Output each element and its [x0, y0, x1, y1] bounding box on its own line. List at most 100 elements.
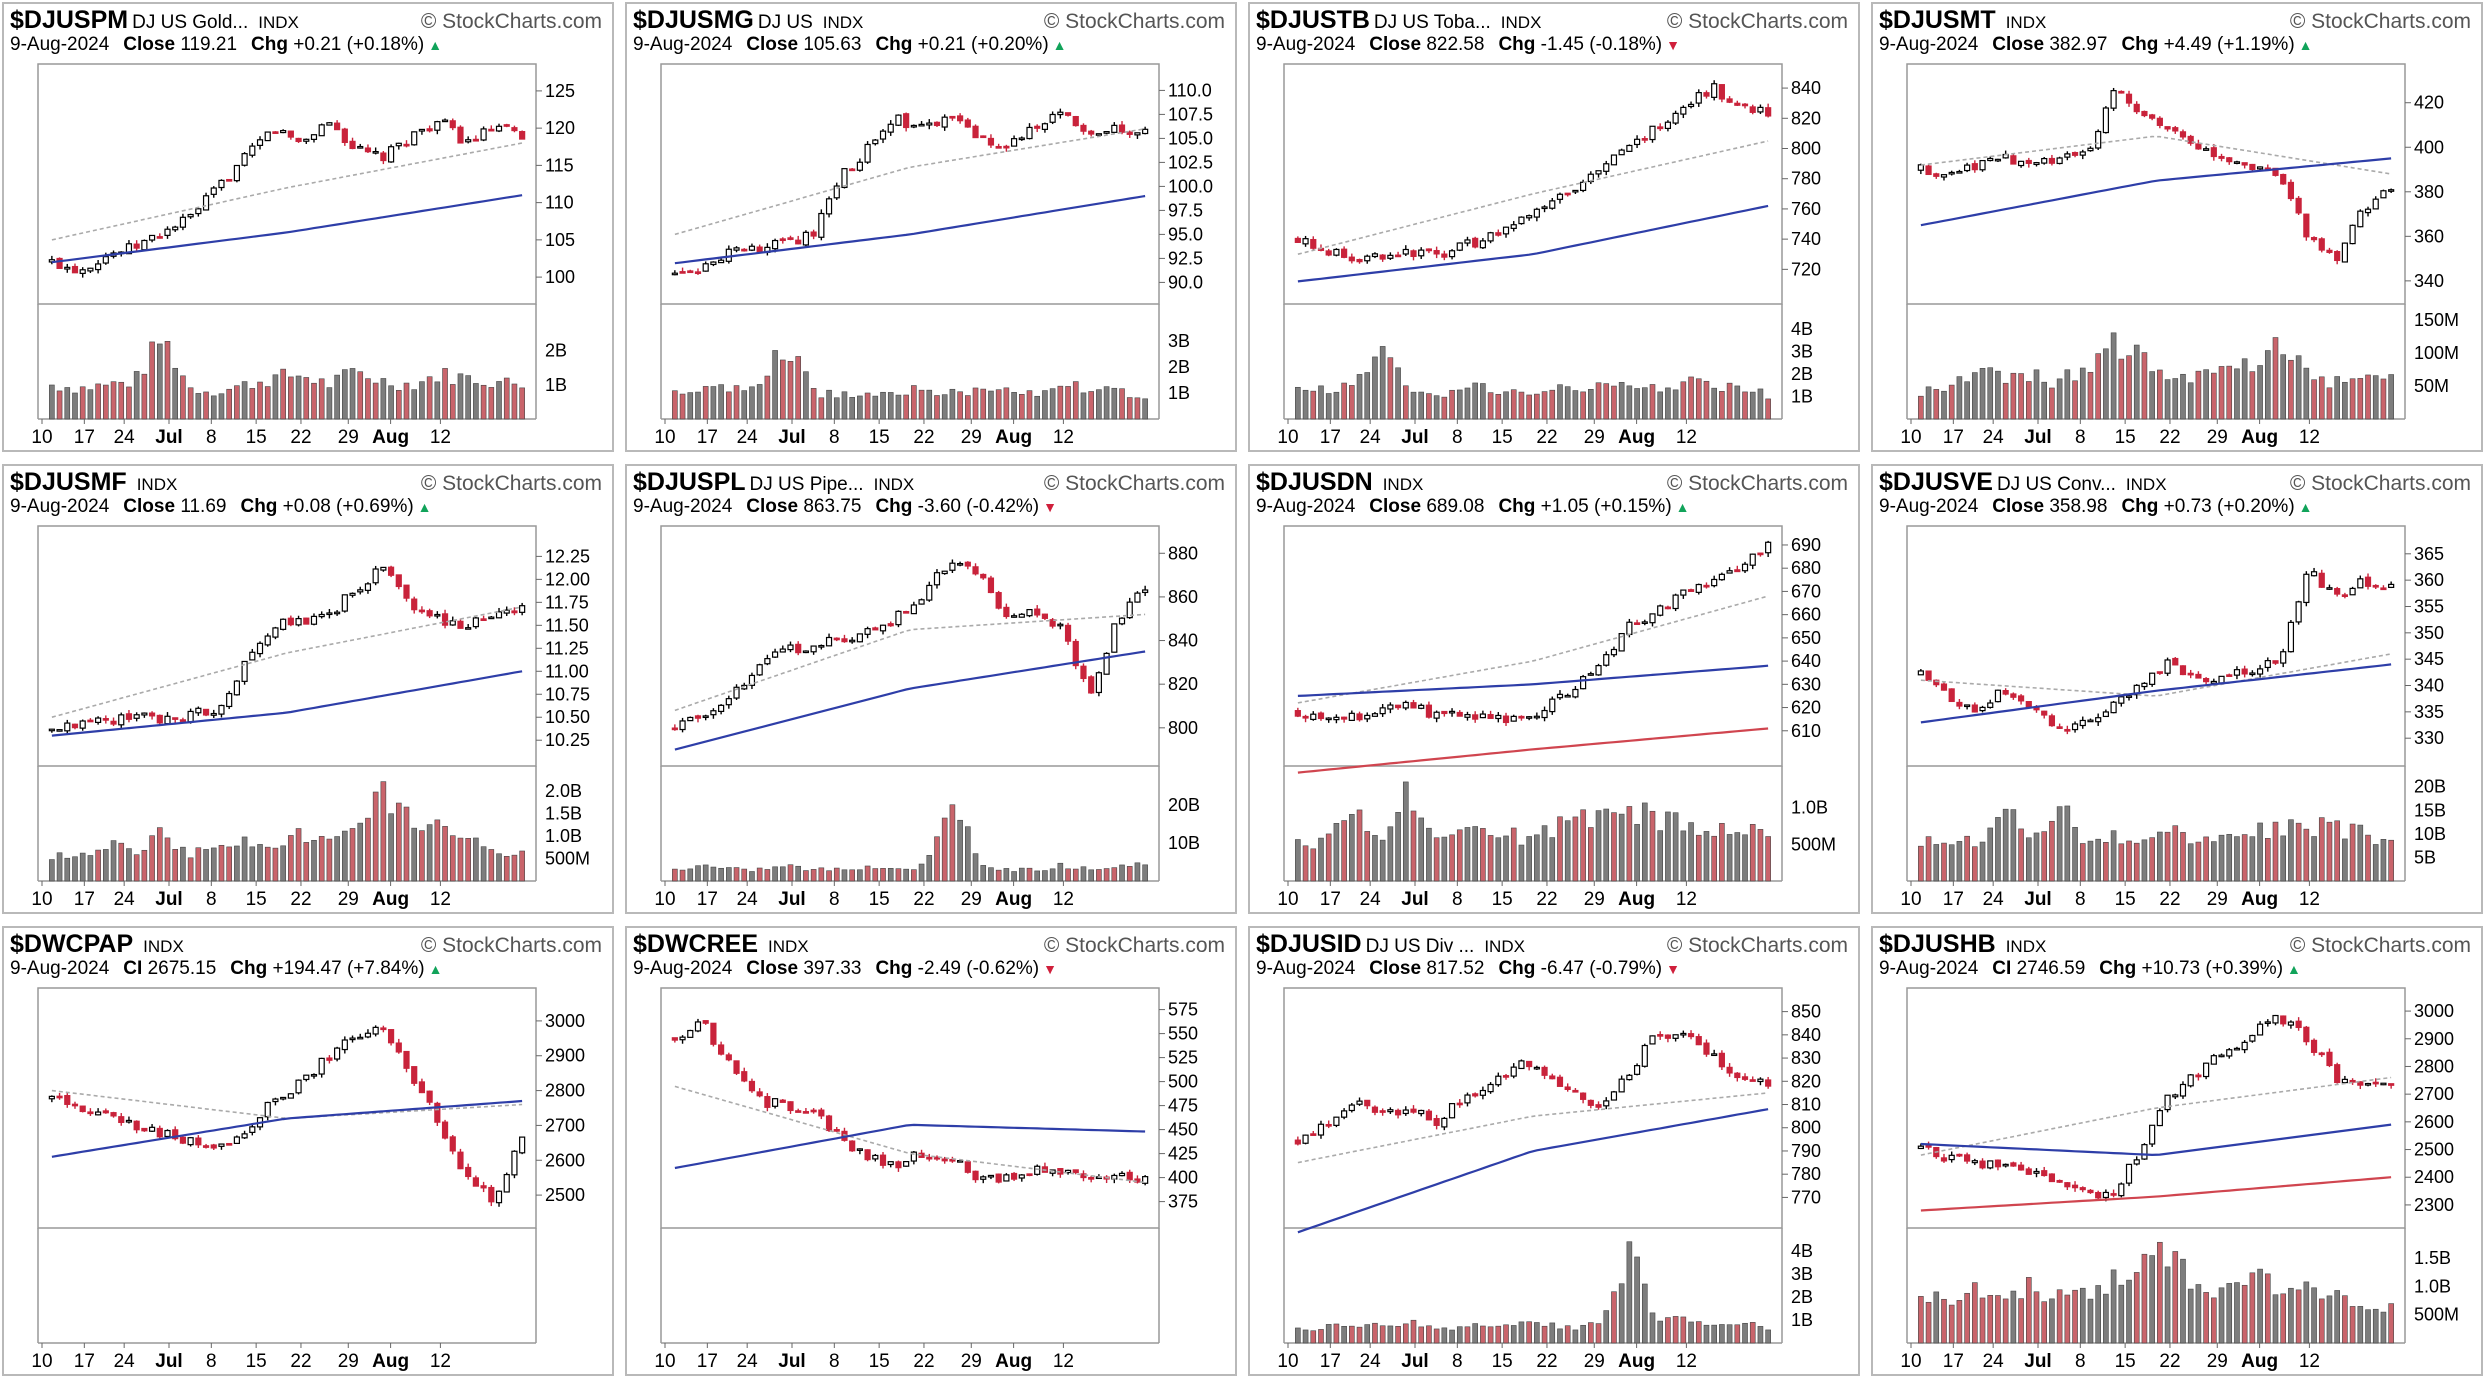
candle — [1472, 714, 1479, 720]
chart-panel-djusdn[interactable]: $DJUSDN INDX © StockCharts.com 9-Aug-2024 Cl… — [1248, 464, 1860, 914]
candle — [895, 114, 902, 126]
close-value: 863.75 — [798, 496, 862, 517]
x-tick-label: 15 — [246, 889, 267, 910]
volume-bar — [1688, 376, 1694, 420]
candle — [1410, 250, 1417, 258]
volume-tick-label: 20B — [2414, 777, 2446, 797]
volume-bar — [880, 868, 886, 882]
candle — [2195, 143, 2202, 150]
chart-panel-dwcree[interactable]: $DWCREE INDX © StockCharts.com 9-Aug-2024 Cl… — [625, 926, 1237, 1376]
volume-bar — [195, 393, 202, 420]
candle — [1356, 713, 1363, 721]
candle — [118, 714, 125, 726]
volume-tick-label: 1.0B — [2414, 1276, 2451, 1296]
volume-bar — [1356, 809, 1363, 882]
volume-bar — [56, 852, 63, 882]
volume-bar — [2211, 1297, 2217, 1344]
candle — [1711, 578, 1718, 587]
candle — [1626, 1074, 1633, 1081]
candle — [48, 728, 55, 732]
chart-panel-djusid[interactable]: $DJUSID DJ US Div ... INDX © StockCharts.co… — [1248, 926, 1860, 1376]
candle — [926, 584, 933, 601]
volume-bar — [2164, 1266, 2171, 1344]
candle — [2341, 242, 2348, 263]
candle — [1695, 92, 1702, 104]
candle — [1580, 1092, 1587, 1100]
x-tick-label: 10 — [654, 427, 675, 448]
chart-panel-djushb[interactable]: $DJUSHB INDX © StockCharts.com 9-Aug-2024 CI… — [1871, 926, 2483, 1376]
volume-bar — [1487, 835, 1494, 882]
volume-bar — [1925, 386, 1932, 420]
volume-bar — [2072, 380, 2078, 420]
volume-bar — [342, 369, 348, 420]
chart-date: 9-Aug-2024 — [1879, 496, 1979, 517]
chart-subheader: 9-Aug-2024 Close 119.21 Chg +0.21 (+0.18%)… — [10, 34, 442, 56]
candle — [987, 137, 995, 146]
volume-bar — [1065, 868, 1071, 882]
chart-panel-djusmf[interactable]: $DJUSMF INDX © StockCharts.com 9-Aug-2024 Cl… — [2, 464, 614, 914]
candle — [2249, 672, 2256, 676]
chart-subheader: 9-Aug-2024 CI 2675.15 Chg +194.47 (+7.84%)… — [10, 958, 442, 980]
x-tick-label: 17 — [697, 427, 718, 448]
candle — [2164, 1094, 2171, 1111]
candle — [164, 228, 171, 236]
candle — [364, 1032, 372, 1038]
close-value: 119.21 — [175, 34, 238, 55]
candle — [2041, 157, 2048, 164]
candle — [2303, 1026, 2310, 1043]
chart-panel-djuspl[interactable]: $DJUSPL DJ US Pipe... INDX © StockCharts.co… — [625, 464, 1237, 914]
candle — [1711, 1053, 1718, 1057]
chart-panel-djuspm[interactable]: $DJUSPM DJ US Gold... INDX © StockCharts.co… — [2, 2, 614, 452]
chart-index-name: DJ US Conv... — [1996, 474, 2116, 495]
volume-bar — [1626, 385, 1633, 420]
candle — [2048, 157, 2056, 164]
candle — [1680, 106, 1687, 115]
moving-average-extra — [1297, 727, 1769, 774]
price-pane-frame — [660, 525, 1160, 767]
chart-panel-djusve[interactable]: $DJUSVE DJ US Conv... INDX © StockCharts.co… — [1871, 464, 2483, 914]
volume-bar — [2018, 373, 2024, 420]
volume-bar — [779, 359, 786, 420]
y-tick-label: 12.00 — [545, 569, 590, 589]
candle — [1580, 676, 1587, 690]
chart-panel-djusmg[interactable]: $DJUSMG DJ US INDX © StockCharts.com 9-Aug-2… — [625, 2, 1237, 452]
candle — [2079, 1187, 2086, 1191]
candle — [364, 147, 372, 153]
chg-value: +0.08 (+0.69%) — [277, 496, 414, 517]
volume-bar — [2372, 1308, 2379, 1344]
candle — [2218, 675, 2225, 684]
chart-panel-djustb[interactable]: $DJUSTB DJ US Toba... INDX © StockCharts.co… — [1248, 2, 1860, 452]
candle — [1633, 622, 1641, 625]
candle — [341, 594, 348, 612]
y-tick-label: 120 — [545, 118, 575, 138]
x-tick-label: 15 — [246, 427, 267, 448]
chart-panel-dwcpap[interactable]: $DWCPAP INDX © StockCharts.com 9-Aug-2024 CI… — [2, 926, 614, 1376]
candle — [95, 1111, 102, 1116]
candle — [519, 130, 526, 140]
volume-bar — [1925, 1301, 1932, 1344]
volume-bar — [218, 844, 225, 882]
candle — [1302, 715, 1309, 719]
volume-bar — [1134, 862, 1141, 882]
x-tick-label: 29 — [1584, 889, 1605, 910]
candle — [2264, 660, 2271, 669]
x-tick-label: 17 — [1943, 1351, 1964, 1372]
volume-bar — [2357, 378, 2364, 420]
candle — [1580, 181, 1587, 192]
chart-panel-djusmt[interactable]: $DJUSMT INDX © StockCharts.com 9-Aug-2024 Cl… — [1871, 2, 2483, 452]
volume-bar — [473, 837, 479, 882]
volume-bar — [141, 849, 148, 882]
volume-bar — [1918, 395, 1924, 420]
x-tick-label: 17 — [1320, 427, 1341, 448]
volume-bar — [1641, 802, 1648, 882]
volume-bar — [1941, 1298, 1947, 1344]
volume-bar — [1995, 370, 2001, 420]
candle — [941, 1158, 948, 1162]
volume-bar — [710, 866, 717, 882]
candle — [318, 613, 325, 618]
x-tick-label: Aug — [995, 1351, 1032, 1372]
candle — [864, 628, 871, 635]
candle — [702, 263, 709, 272]
x-tick-label: 8 — [206, 889, 217, 910]
candle — [387, 146, 395, 163]
